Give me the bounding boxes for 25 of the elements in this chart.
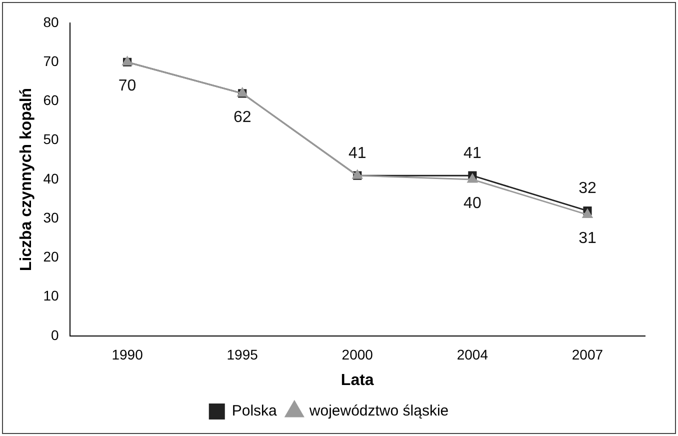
data-label: 70 (118, 78, 136, 95)
y-tick-label: 10 (43, 288, 59, 304)
data-label: 62 (233, 108, 252, 126)
y-tick-label: 70 (43, 52, 59, 69)
y-tick-label: 0 (50, 326, 59, 343)
y-axis-title: Liczba czynnych kopalń (18, 88, 36, 272)
x-tick-label: 1995 (226, 346, 258, 362)
data-label: 32 (578, 180, 596, 198)
y-tick-label: 80 (43, 14, 59, 30)
data-label: 41 (348, 144, 366, 162)
y-tick-label: 40 (43, 170, 59, 186)
x-tick-label: 2007 (572, 346, 604, 362)
legend-label: Polska (232, 402, 278, 420)
x-tick-label: 2004 (456, 346, 488, 362)
y-tick-label: 60 (43, 92, 59, 108)
y-tick-label: 20 (43, 248, 59, 265)
data-label: 41 (464, 144, 482, 162)
data-label: 40 (464, 194, 482, 212)
y-tick-label: 50 (43, 131, 59, 148)
x-tick-label: 2000 (342, 346, 374, 362)
x-tick-label: 1990 (112, 346, 144, 362)
legend-label: województwo śląskie (308, 402, 449, 420)
x-axis-title: Lata (340, 372, 374, 389)
y-tick-label: 30 (43, 209, 59, 226)
data-label: 31 (578, 230, 596, 248)
